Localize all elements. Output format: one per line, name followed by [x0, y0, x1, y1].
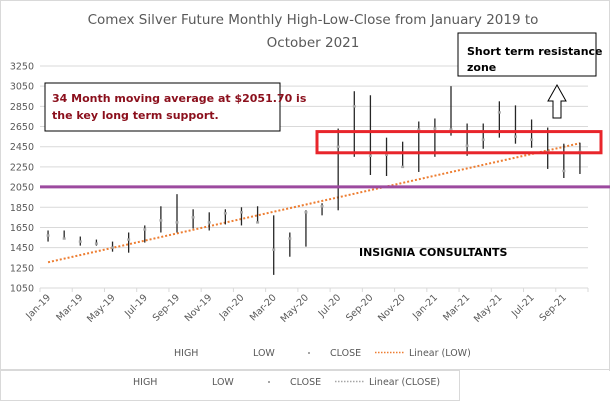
close-marker	[368, 154, 372, 158]
legend2-low: LOW	[212, 377, 234, 388]
hlc-bars	[46, 86, 582, 275]
y-tick-label: 3050	[10, 82, 34, 93]
x-tick-label: Sep-20	[344, 292, 375, 323]
chart-title-line-2: October 2021	[267, 35, 360, 51]
resistance-annotation-box	[457, 32, 597, 77]
close-marker	[497, 111, 501, 114]
x-tick-label: Mar-21	[441, 292, 472, 323]
x-tick-label: Mar-19	[54, 292, 85, 323]
resistance-annotation-line-2: zone	[467, 61, 496, 74]
x-tick-label: Jan-20	[217, 292, 247, 322]
close-marker	[465, 144, 469, 147]
up-arrow-icon	[547, 83, 567, 119]
x-tick-label: May-21	[472, 292, 505, 325]
close-marker	[288, 237, 292, 240]
close-marker	[401, 165, 405, 169]
trend-line-low	[47, 142, 581, 264]
resistance-annotation-line-1: Short term resistance	[467, 45, 603, 58]
y-axis-ticks: 1050 1250 1450 1650 1850 2050 2250 2450 2650 2850…	[10, 62, 34, 295]
close-marker	[417, 128, 421, 131]
legend2-linear-close: Linear (CLOSE)	[369, 377, 440, 388]
x-tick-label: Jan-21	[410, 292, 440, 322]
close-marker	[320, 205, 324, 208]
x-tick-label: Nov-19	[183, 292, 215, 324]
x-tick-label: Sep-19	[151, 292, 182, 323]
close-marker	[78, 240, 82, 243]
y-tick-label: 1450	[10, 243, 34, 254]
close-marker	[62, 237, 66, 240]
close-marker	[46, 234, 50, 237]
legend2-close: CLOSE	[290, 377, 321, 388]
y-tick-label: 2450	[10, 142, 34, 153]
legend-secondary: HIGH LOW CLOSE Linear (CLOSE)	[133, 377, 440, 388]
resistance-zone	[315, 130, 603, 155]
x-tick-label: Mar-20	[248, 292, 279, 323]
close-marker	[562, 169, 566, 173]
close-marker	[481, 138, 485, 141]
close-marker	[304, 211, 308, 214]
support-annotation-line-1: 34 Month moving average at $2051.70 is	[52, 92, 307, 105]
legend-close: CLOSE	[330, 348, 361, 359]
legend2-high: HIGH	[133, 377, 157, 388]
x-tick-label: May-19	[85, 292, 118, 325]
close-marker	[530, 138, 534, 141]
y-tick-label: 2250	[10, 162, 34, 173]
support-annotation-box	[44, 82, 281, 132]
close-marker	[223, 212, 227, 215]
close-marker	[94, 242, 98, 245]
legend-close-marker	[308, 352, 310, 354]
close-marker	[272, 248, 276, 251]
x-tick-label: Jul-20	[316, 292, 344, 320]
close-marker	[175, 221, 179, 224]
y-tick-label: 1850	[10, 203, 34, 214]
close-marker	[207, 221, 211, 224]
trend-line-low	[47, 142, 581, 264]
y-tick-label: 1250	[10, 263, 34, 274]
x-tick-label: Jan-19	[23, 292, 53, 322]
close-marker	[111, 246, 115, 249]
y-tick-label: 3250	[10, 62, 34, 73]
y-tick-label: 1650	[10, 223, 34, 234]
legend-divider	[0, 369, 609, 370]
x-tick-label: May-20	[279, 292, 312, 325]
close-marker	[143, 228, 147, 231]
close-marker	[336, 145, 340, 148]
close-marker	[191, 216, 195, 219]
legend-linear-low: Linear (LOW)	[409, 348, 471, 359]
close-marker	[239, 211, 243, 214]
legend2-close-marker	[268, 381, 270, 383]
legend-primary: HIGH LOW CLOSE Linear (LOW)	[174, 348, 471, 359]
y-tick-label: 2050	[10, 183, 34, 194]
watermark-insignia: INSIGNIA CONSULTANTS	[359, 246, 508, 259]
close-marker	[513, 135, 517, 138]
resistance-zone-box	[315, 130, 603, 155]
x-axis: Jan-19 Mar-19 May-19 Jul-19 Sep-19 Nov-19 Jan-…	[23, 287, 589, 325]
x-tick-label: Nov-20	[376, 292, 408, 324]
y-tick-label: 2650	[10, 122, 34, 133]
y-tick-label: 2850	[10, 102, 34, 113]
legend-low: LOW	[253, 348, 275, 359]
x-tick-label: Jul-19	[122, 292, 150, 320]
close-marker	[449, 128, 453, 131]
close-marker	[256, 221, 260, 224]
support-annotation-line-2: the key long term support.	[52, 109, 219, 122]
close-marker	[433, 127, 437, 130]
legend-high: HIGH	[174, 348, 198, 359]
x-tick-label: Jul-21	[509, 292, 537, 320]
x-tick-label: Sep-21	[538, 292, 569, 323]
close-marker	[385, 153, 389, 156]
close-marker	[352, 105, 356, 108]
close-marker	[127, 238, 131, 241]
y-tick-label: 1050	[10, 284, 34, 295]
close-marker	[159, 219, 163, 222]
chart-title-line-1: Comex Silver Future Monthly High-Low-Clo…	[88, 12, 539, 28]
